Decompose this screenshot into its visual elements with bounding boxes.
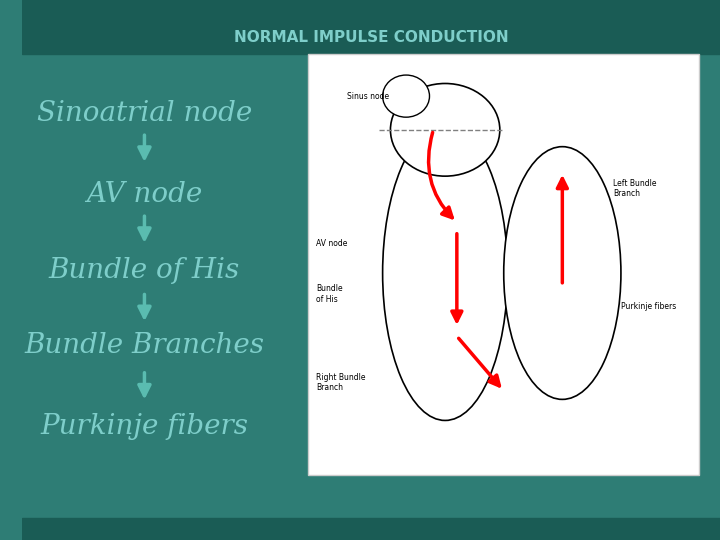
Bar (22, 0, 720, 54)
Text: Bundle Branches: Bundle Branches (24, 332, 264, 359)
Text: Left Bundle
Branch: Left Bundle Branch (613, 179, 657, 199)
Ellipse shape (382, 75, 430, 117)
Text: Bundle of His: Bundle of His (49, 256, 240, 284)
Text: AV node: AV node (86, 181, 202, 208)
Text: AV node: AV node (316, 239, 348, 248)
Text: Sinoatrial node: Sinoatrial node (37, 100, 252, 127)
Ellipse shape (382, 126, 508, 421)
Text: Bundle
of His: Bundle of His (316, 285, 343, 304)
Text: Purkinje fibers: Purkinje fibers (621, 302, 676, 311)
Ellipse shape (504, 147, 621, 400)
Text: Purkinje fibers: Purkinje fibers (40, 413, 248, 440)
Text: Right Bundle
Branch: Right Bundle Branch (316, 373, 366, 392)
Ellipse shape (390, 84, 500, 176)
Bar (22, 518, 720, 540)
Text: Sinus node: Sinus node (348, 92, 390, 100)
Bar (308, 54, 699, 475)
Text: NORMAL IMPULSE CONDUCTION: NORMAL IMPULSE CONDUCTION (234, 30, 508, 45)
